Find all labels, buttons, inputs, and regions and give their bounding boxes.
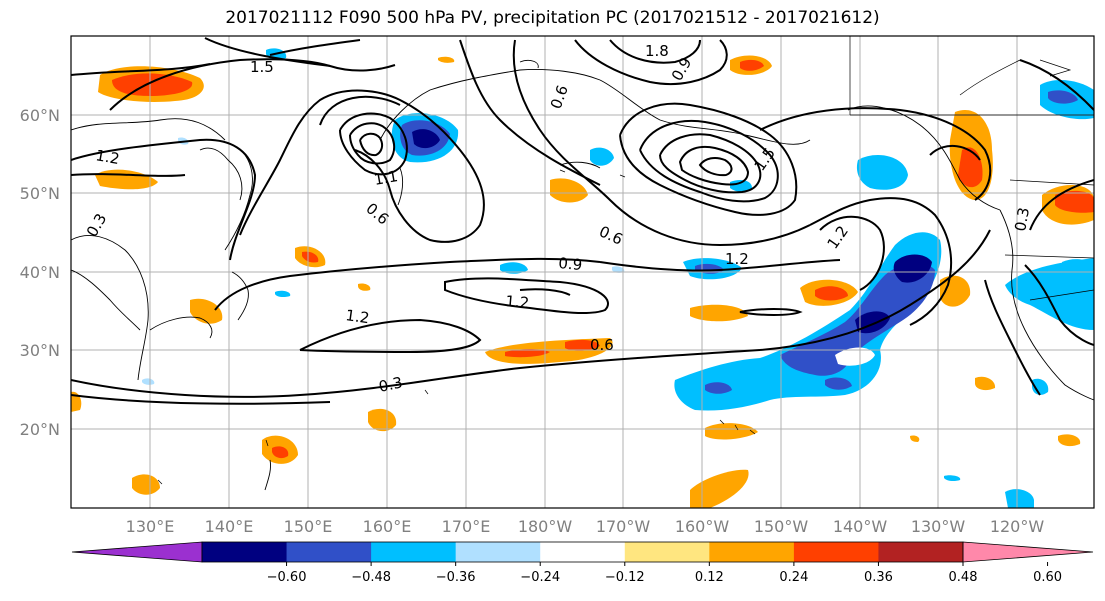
colorbar-segment	[371, 542, 457, 562]
map-title: 2017021112 F090 500 hPa PV, precipitatio…	[225, 8, 880, 28]
lon-label: 130°E	[126, 517, 175, 536]
lat-label-60n: 60°N	[20, 106, 60, 125]
contour-label: 1.5	[250, 58, 274, 76]
colorbar-tick-label: 0.24	[779, 570, 808, 585]
colorbar-tick-label: 0.48	[949, 570, 978, 585]
precip-negative-shading	[142, 48, 1094, 508]
longitude-labels: 130°E 140°E 150°E 160°E 170°E 180°W 170°…	[126, 517, 1045, 536]
contour-label: 0.3	[1011, 206, 1033, 233]
colorbar-tick-label: −0.48	[351, 570, 391, 585]
colorbar-segment	[624, 542, 710, 562]
lon-label: 140°E	[205, 517, 254, 536]
colorbar: −0.60 −0.48 −0.36 −0.24 −0.12 0.12 0.24 0.36 0.4…	[71, 541, 1094, 585]
colorbar-tick-label: 0.36	[864, 570, 893, 585]
lat-label-30n: 30°N	[20, 341, 60, 360]
contour-label: 1.2	[725, 250, 749, 268]
islands	[157, 169, 756, 485]
pv-contours	[71, 37, 1094, 405]
colorbar-segment	[793, 542, 879, 562]
colorbar-segment	[455, 542, 541, 562]
contour-label: 1.2	[505, 292, 530, 312]
contour-label: 0.6	[590, 336, 614, 354]
map-frame	[70, 35, 1095, 509]
lat-label-40n: 40°N	[20, 263, 60, 282]
colorbar-extend-low	[71, 541, 203, 563]
contour-label: 0.9	[558, 254, 583, 274]
colorbar-extend-high	[962, 541, 1094, 563]
lon-label: 180°W	[518, 517, 573, 536]
lon-label: 130°W	[911, 517, 966, 536]
lon-label: 150°W	[754, 517, 809, 536]
lon-label: 160°W	[675, 517, 730, 536]
colorbar-tick-label: −0.60	[267, 570, 307, 585]
lon-label: 140°W	[833, 517, 888, 536]
contour-label: 1.1	[373, 167, 400, 189]
lon-label: 170°W	[596, 517, 651, 536]
lon-label: 150°E	[284, 517, 333, 536]
colorbar-outline	[201, 541, 964, 563]
lat-label-20n: 20°N	[20, 420, 60, 439]
lat-label-50n: 50°N	[20, 184, 60, 203]
colorbar-segment	[878, 542, 964, 562]
colorbar-tick-label: −0.12	[605, 570, 645, 585]
colorbar-tick-label: −0.36	[436, 570, 476, 585]
lon-label: 170°E	[442, 517, 491, 536]
lon-label: 160°E	[363, 517, 412, 536]
colorbar-tick-label: 0.60	[1033, 570, 1062, 585]
precip-positive-shading	[71, 55, 1094, 508]
latitude-labels: 60°N 50°N 40°N 30°N 20°N	[20, 106, 60, 439]
contour-label: 0.3	[377, 373, 404, 396]
colorbar-segment	[709, 542, 795, 562]
colorbar-segment	[286, 542, 372, 562]
colorbar-tick-label: 0.12	[695, 570, 724, 585]
colorbar-segment	[202, 542, 288, 562]
lon-label: 120°W	[990, 517, 1045, 536]
colorbar-segment	[540, 542, 626, 562]
contour-label: 1.2	[94, 146, 121, 168]
colorbar-tick-label: −0.24	[520, 570, 560, 585]
contour-label: 1.8	[645, 42, 669, 60]
contour-label: 1.2	[344, 306, 370, 327]
